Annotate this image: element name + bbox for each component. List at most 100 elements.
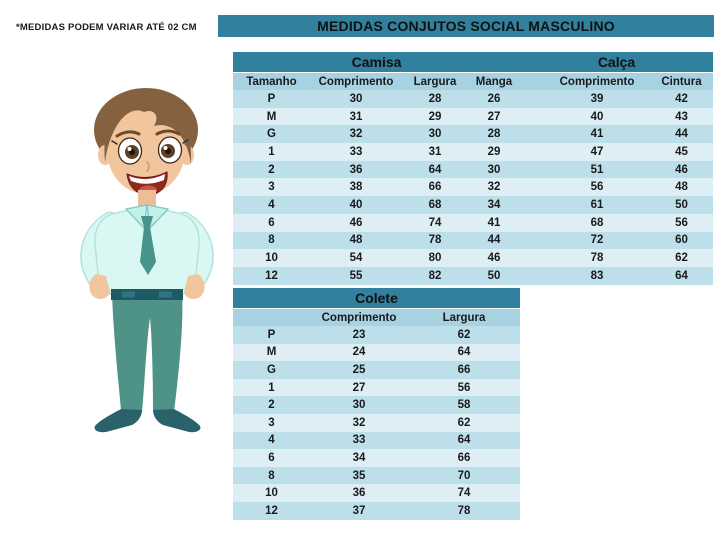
table-cell: 8	[268, 469, 275, 482]
column-header-largura: Largura	[413, 75, 457, 88]
camisa-group-header: Camisa	[233, 52, 520, 72]
table-cell: 40	[590, 110, 604, 123]
table-cell: 78	[457, 504, 471, 517]
table-cell: 56	[457, 381, 471, 394]
table-cell: G	[267, 363, 276, 376]
table-cell: 4	[268, 434, 275, 447]
table-cell: 24	[352, 346, 366, 359]
table-cell: 26	[487, 92, 501, 105]
table-cell: 33	[352, 434, 366, 447]
table-cell: M	[266, 346, 277, 359]
column-header-tamanho: Tamanho	[246, 75, 297, 88]
table-cell: 58	[457, 399, 471, 412]
table-cell: 31	[428, 145, 442, 158]
colete-column-header-largura: Largura	[442, 311, 486, 324]
table-row: 6 34 66	[233, 449, 520, 467]
table-cell: 46	[349, 216, 363, 229]
table-cell: 3	[268, 416, 275, 429]
table-cell: 68	[428, 198, 442, 211]
table-cell: 74	[457, 487, 471, 500]
table-cell: 80	[428, 252, 442, 265]
table-cell: 30	[428, 128, 442, 141]
column-header-comprimento-calca: Comprimento	[559, 75, 635, 88]
camisa-calca-table: Camisa Calça Tamanho Comprimento Largura…	[233, 52, 713, 285]
table-cell: 64	[428, 163, 442, 176]
table-cell: 44	[487, 234, 501, 247]
table-cell: 61	[590, 198, 604, 211]
table-cell: 64	[457, 434, 471, 447]
table-cell: 38	[349, 181, 363, 194]
table-row: P 30 28 26 39 42	[233, 90, 713, 108]
table-cell: 6	[268, 451, 275, 464]
boy-tie	[140, 216, 156, 275]
table-row: M 24 64	[233, 343, 520, 362]
table-cell: 50	[675, 198, 688, 211]
table-cell: 30	[487, 163, 501, 176]
boy-belt	[111, 289, 183, 300]
table-cell: 44	[675, 128, 688, 141]
measurement-disclaimer: *MEDIDAS PODEM VARIAR ATÉ 02 CM	[16, 22, 197, 33]
table-cell: 78	[428, 234, 442, 247]
boy-nose	[146, 161, 150, 172]
table-cell: 62	[675, 252, 688, 265]
table-cell: 28	[487, 128, 501, 141]
table-cell: 10	[265, 252, 278, 265]
table-cell: 41	[487, 216, 501, 229]
table-cell: 46	[675, 163, 688, 176]
table-cell: 66	[428, 181, 442, 194]
table-cell: 8	[268, 234, 275, 247]
table-cell: 62	[457, 328, 471, 341]
boy-hands	[89, 274, 205, 300]
boy-mouth	[126, 171, 168, 197]
table-cell: 25	[352, 363, 366, 376]
table-cell: 35	[352, 469, 366, 482]
table-cell: 6	[268, 216, 275, 229]
table-cell: 23	[352, 328, 366, 341]
boy-shoes	[94, 409, 201, 433]
table-row: 1 33 31 29 47 45	[233, 143, 713, 161]
table-cell: 74	[428, 216, 442, 229]
table-cell: 48	[675, 181, 688, 194]
table-row: G 32 30 28 41 44	[233, 125, 713, 144]
table-cell: 27	[487, 110, 501, 123]
table-cell: 60	[675, 234, 688, 247]
boy-eyebrow	[115, 130, 141, 138]
table-cell: 62	[457, 416, 471, 429]
table-cell: 56	[590, 181, 604, 194]
table-cell: P	[267, 328, 276, 341]
table-cell: 54	[349, 252, 363, 265]
table-cell: 36	[349, 163, 363, 176]
table-cell: 32	[352, 416, 366, 429]
table-cell: 41	[590, 128, 604, 141]
column-header-cintura: Cintura	[661, 75, 702, 88]
page-title: MEDIDAS CONJUTOS SOCIAL MASCULINO	[218, 15, 714, 37]
table-row: 3 38 66 32 56 48	[233, 178, 713, 197]
table-cell: 82	[428, 269, 442, 282]
table-cell: 36	[352, 487, 366, 500]
table-cell: 31	[349, 110, 363, 123]
table-cell: 83	[590, 269, 604, 282]
table-cell: 33	[349, 145, 363, 158]
table-cell: 12	[265, 269, 278, 282]
table-cell: 56	[675, 216, 688, 229]
table-cell: 66	[457, 451, 471, 464]
table-row: P 23 62	[233, 326, 520, 344]
table-cell: 66	[457, 363, 471, 376]
table-cell: 78	[590, 252, 604, 265]
column-header-comprimento-camisa: Comprimento	[318, 75, 394, 88]
boy-hair-fringe	[104, 89, 192, 164]
table-cell: 42	[675, 92, 688, 105]
main-table-rows: P 30 28 26 39 42 M 31 29 27 40 43 G 32 30 28 41 44 1 33 31 29…	[233, 90, 713, 285]
colete-column-header-comprimento: Comprimento	[321, 311, 397, 324]
colete-column-headers: Comprimento Largura	[233, 309, 520, 326]
table-cell: 1	[268, 381, 275, 394]
table-cell: 28	[428, 92, 442, 105]
column-header-manga: Manga	[475, 75, 513, 88]
table-cell: 40	[349, 198, 363, 211]
table-row: 4 40 68 34 61 50	[233, 196, 713, 214]
colete-table: Colete Comprimento Largura P 23 62 M 24 64 G 25…	[233, 288, 520, 520]
table-row: 6 46 74 41 68 56	[233, 213, 713, 232]
table-row: 10 36 74	[233, 484, 520, 502]
table-row: 2 30 58	[233, 396, 520, 414]
table-cell: 2	[268, 163, 275, 176]
